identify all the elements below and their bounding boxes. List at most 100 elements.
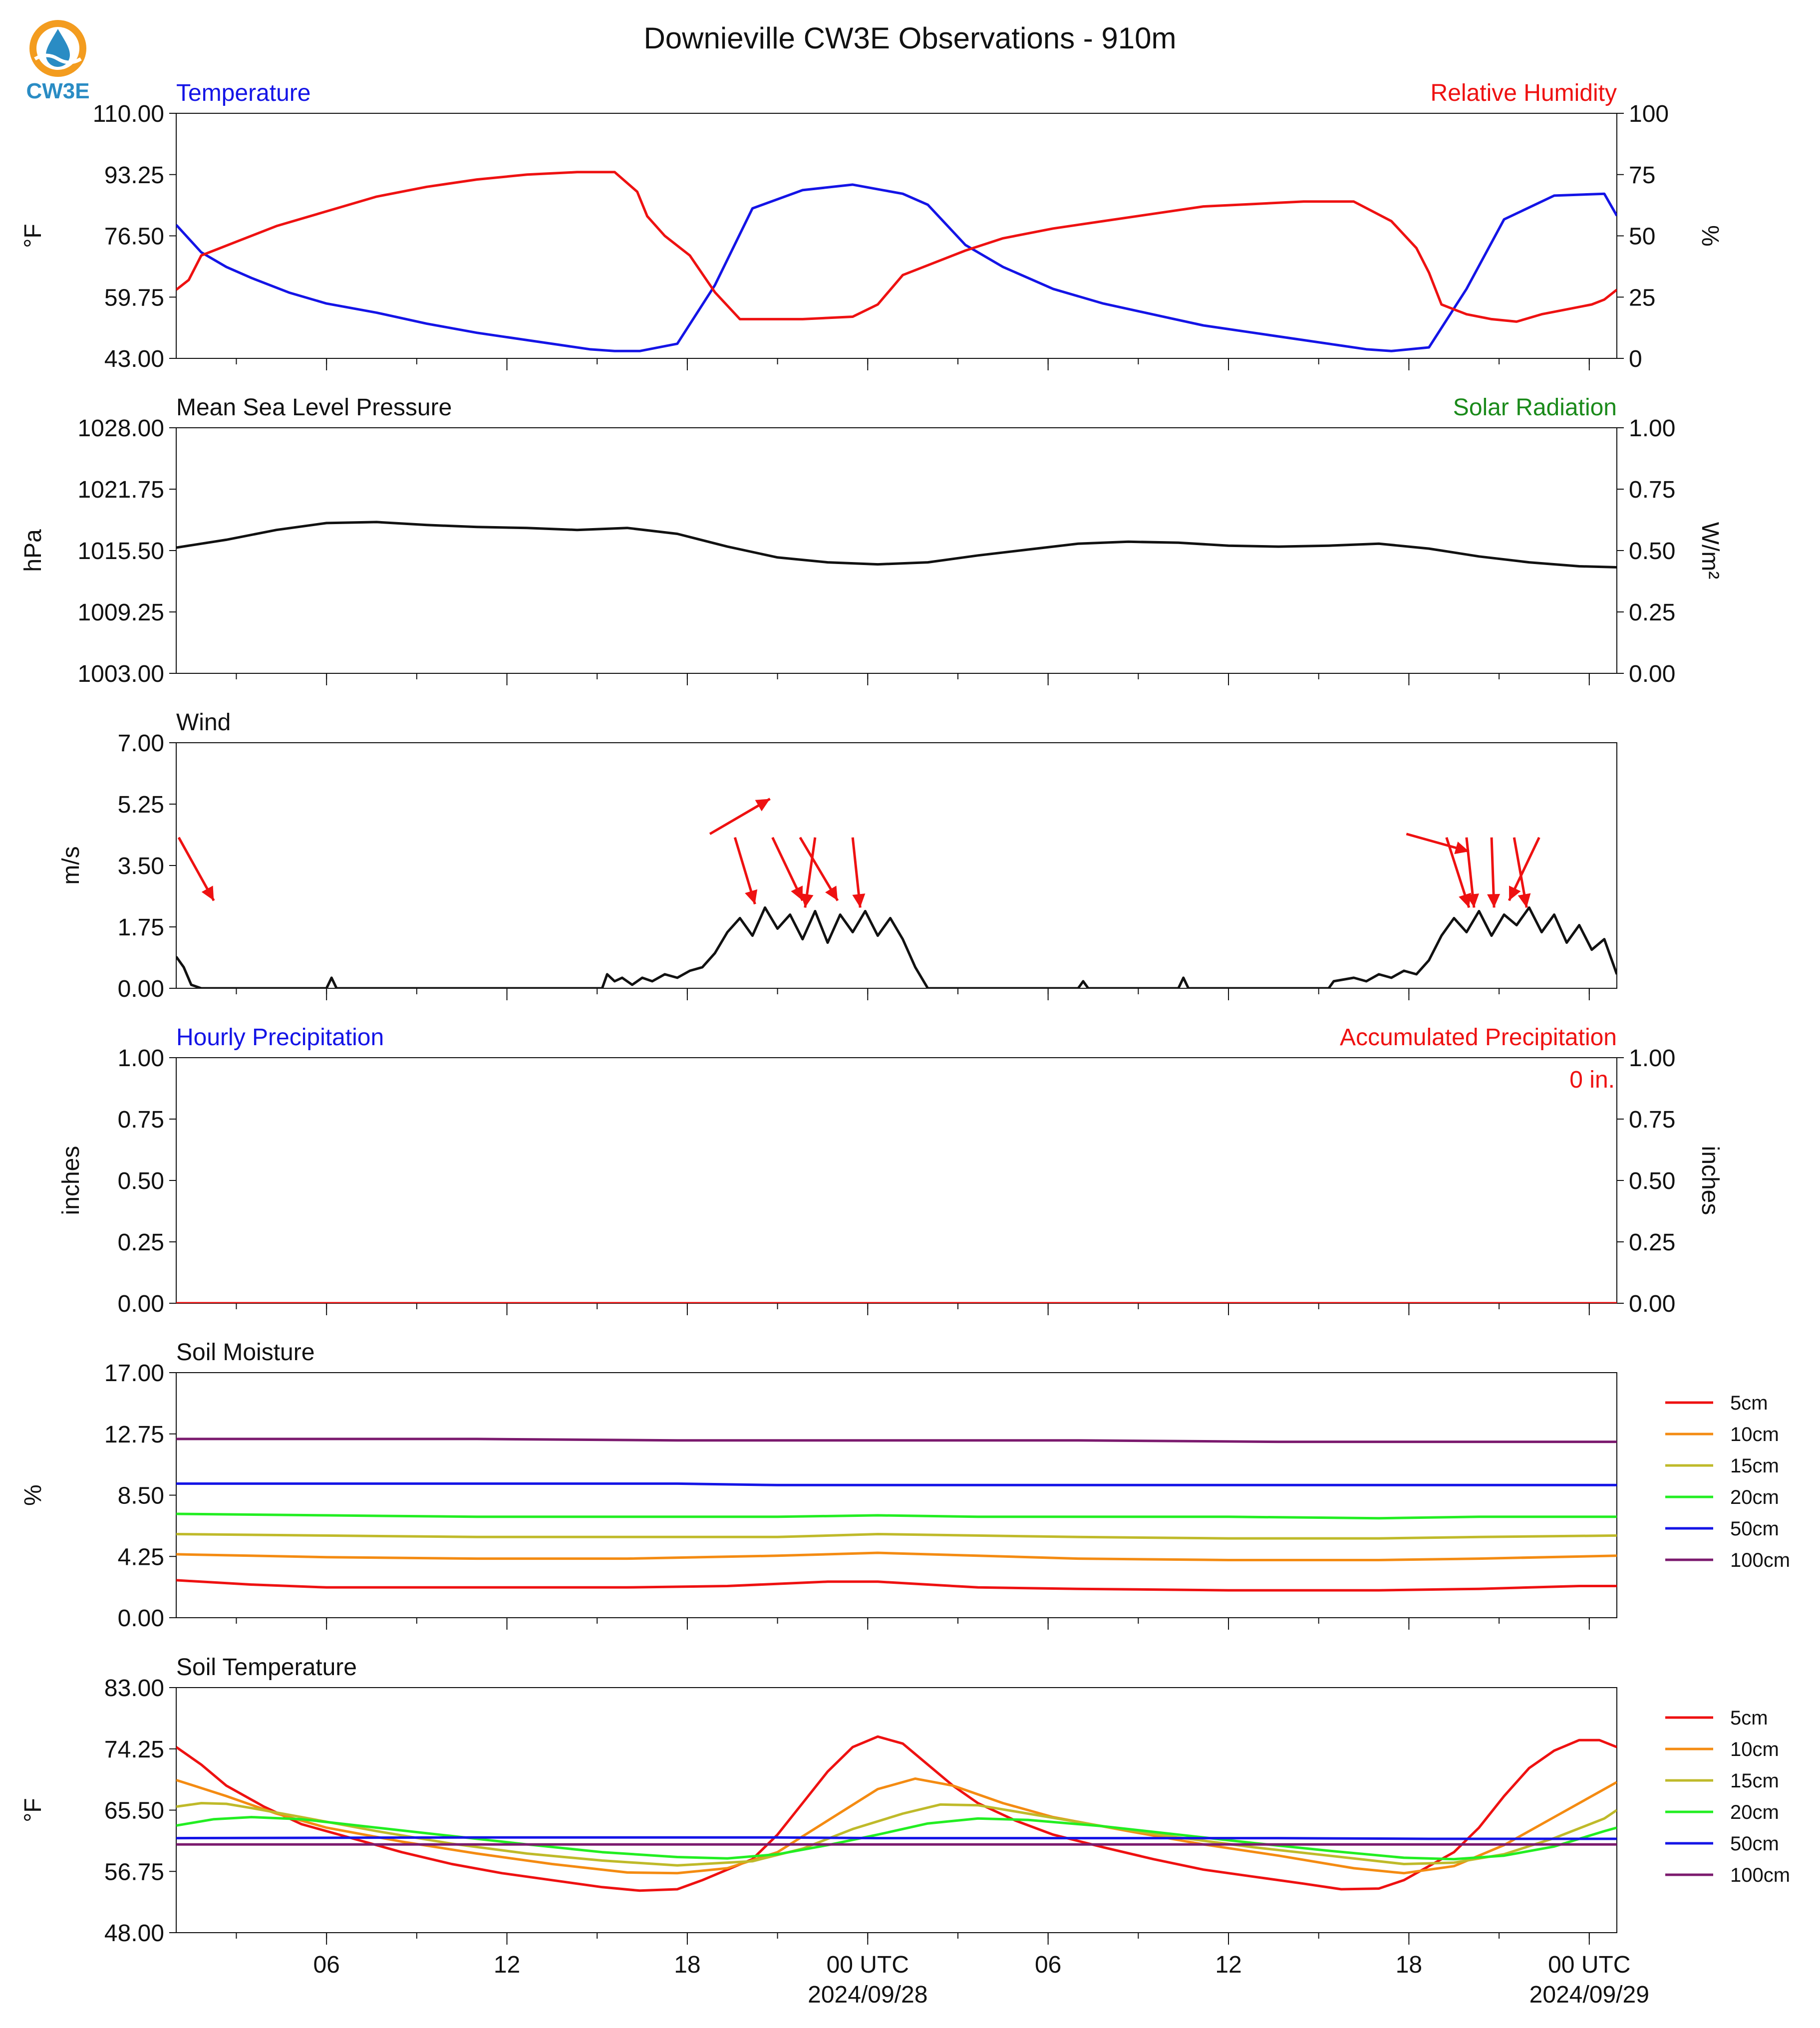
x-tick-label: 00 UTC (827, 1952, 909, 1978)
legend-label: 5cm (1730, 1707, 1768, 1729)
y-tick-label: 1009.25 (77, 599, 164, 626)
panel-soil_temperature: Soil Temperature 83.00 74.25 65.50 56.75 48.0… (20, 1654, 1790, 2008)
panel-title-left: Mean Sea Level Pressure (176, 394, 452, 421)
y-tick-label: 76.50 (104, 224, 164, 250)
x-tick-label: 18 (674, 1952, 700, 1978)
y-axis-label: °F (20, 224, 46, 248)
y-right-tick-label: 0.50 (1629, 538, 1675, 565)
x-tick-date-label: 2024/09/28 (808, 1982, 927, 2008)
y-tick-label: 74.25 (104, 1737, 164, 1763)
wind-vector-head-icon (800, 893, 814, 908)
y-tick-label: 43.00 (104, 346, 164, 372)
wind-vector-head-icon (1454, 842, 1469, 855)
legend-label: 100cm (1730, 1864, 1790, 1886)
x-tick-label: 06 (313, 1952, 339, 1978)
wind-vector-head-icon (755, 799, 770, 812)
panels: Temperature Relative Humidity 110.00 93.25 7… (20, 80, 1790, 2008)
y-tick-label: 0.50 (118, 1168, 164, 1194)
y-tick-label: 110.00 (93, 101, 164, 127)
wind-vector-head-icon (825, 885, 838, 901)
y-tick-label: 59.75 (104, 285, 164, 311)
legend-label: 50cm (1730, 1833, 1779, 1855)
panel-pressure: Mean Sea Level Pressure Solar Radiation 10… (20, 394, 1723, 687)
series-line-relative-humidity (176, 171, 1617, 323)
panel-title-left: Hourly Precipitation (176, 1024, 384, 1051)
x-tick-label: 06 (1035, 1952, 1061, 1978)
series-line-temperature (176, 183, 1617, 352)
y-right-tick-label: 0.25 (1629, 599, 1675, 626)
panel-title-left: Temperature (176, 80, 310, 106)
y-right-tick-label: 0.75 (1629, 1107, 1675, 1133)
y-right-tick-label: 1.00 (1629, 415, 1675, 442)
wind-vector-head-icon (1509, 885, 1521, 901)
series-line-wind-speed (176, 906, 1617, 988)
panel-title-right: Solar Radiation (1453, 394, 1617, 421)
y-tick-label: 48.00 (104, 1920, 164, 1947)
logo-text: CW3E (26, 79, 89, 103)
wind-vector-head-icon (201, 885, 214, 901)
series-line-20cm (176, 1816, 1617, 1861)
wind-vector-head-icon (1517, 893, 1531, 908)
y-axis-label-right: % (1697, 225, 1723, 247)
panel-title-left: Soil Moisture (176, 1339, 314, 1366)
legend-label: 20cm (1730, 1801, 1779, 1823)
legend-label: 15cm (1730, 1455, 1779, 1477)
y-tick-label: 1028.00 (77, 415, 164, 442)
x-tick-label: 12 (1215, 1952, 1241, 1978)
y-right-tick-label: 0.75 (1629, 477, 1675, 503)
y-tick-label: 1015.50 (77, 538, 164, 565)
y-tick-label: 0.00 (118, 1605, 164, 1632)
y-tick-label: 5.25 (118, 792, 164, 818)
y-tick-label: 4.25 (118, 1544, 164, 1570)
y-tick-label: 8.50 (118, 1483, 164, 1509)
y-right-tick-label: 0.00 (1629, 1291, 1675, 1317)
legend-label: 15cm (1730, 1770, 1779, 1792)
y-tick-label: 7.00 (118, 730, 164, 757)
legend-label: 100cm (1730, 1549, 1790, 1571)
panel-soil_moisture: Soil Moisture 17.00 12.75 8.50 4.25 0.00% 5cm 1… (20, 1339, 1790, 1632)
y-tick-label: 0.75 (118, 1107, 164, 1133)
y-axis-label: hPa (20, 529, 46, 572)
y-right-tick-label: 0.25 (1629, 1229, 1675, 1256)
series-line-15cm (176, 1533, 1617, 1540)
y-right-tick-label: 1.00 (1629, 1045, 1675, 1072)
y-tick-label: 12.75 (104, 1422, 164, 1448)
y-tick-label: 17.00 (104, 1360, 164, 1387)
legend-label: 50cm (1730, 1518, 1779, 1540)
x-tick-date-label: 2024/09/29 (1529, 1982, 1649, 2008)
y-tick-label: 56.75 (104, 1859, 164, 1885)
y-axis-label: °F (20, 1798, 46, 1822)
y-tick-label: 65.50 (104, 1798, 164, 1824)
series-line-10cm (176, 1551, 1617, 1561)
y-right-tick-label: 100 (1629, 101, 1669, 127)
y-right-tick-label: 75 (1629, 162, 1655, 189)
legend-label: 10cm (1730, 1738, 1779, 1760)
y-tick-label: 1.75 (118, 914, 164, 941)
y-tick-label: 1.00 (118, 1045, 164, 1072)
series-line-mean-sea-level-pressure (176, 521, 1617, 569)
y-right-tick-label: 25 (1629, 285, 1655, 311)
y-right-tick-label: 50 (1629, 224, 1655, 250)
x-tick-label: 00 UTC (1548, 1952, 1630, 1978)
y-axis-label: % (20, 1484, 46, 1506)
cw3e-logo: CW3E (26, 20, 90, 103)
legend-label: 10cm (1730, 1424, 1779, 1446)
wind-vector-head-icon (791, 885, 803, 901)
series-line-5cm (176, 1579, 1617, 1592)
wind-vector-head-icon (1487, 893, 1501, 908)
y-tick-label: 0.00 (118, 976, 164, 1002)
accumulation-annotation: 0 in. (1569, 1067, 1615, 1093)
y-tick-label: 1003.00 (77, 661, 164, 687)
panel-title-left: Wind (176, 709, 231, 736)
x-tick-label: 18 (1396, 1952, 1422, 1978)
y-axis-label: inches (58, 1146, 84, 1215)
panel-title-left: Soil Temperature (176, 1654, 357, 1681)
series-line-50cm (176, 1836, 1617, 1840)
y-tick-label: 0.25 (118, 1229, 164, 1256)
panel-wind: Wind 7.00 5.25 3.50 1.75 0.00 m/s (58, 709, 1617, 1002)
y-tick-label: 93.25 (104, 162, 164, 189)
y-tick-label: 3.50 (118, 853, 164, 879)
y-tick-label: 83.00 (104, 1675, 164, 1702)
